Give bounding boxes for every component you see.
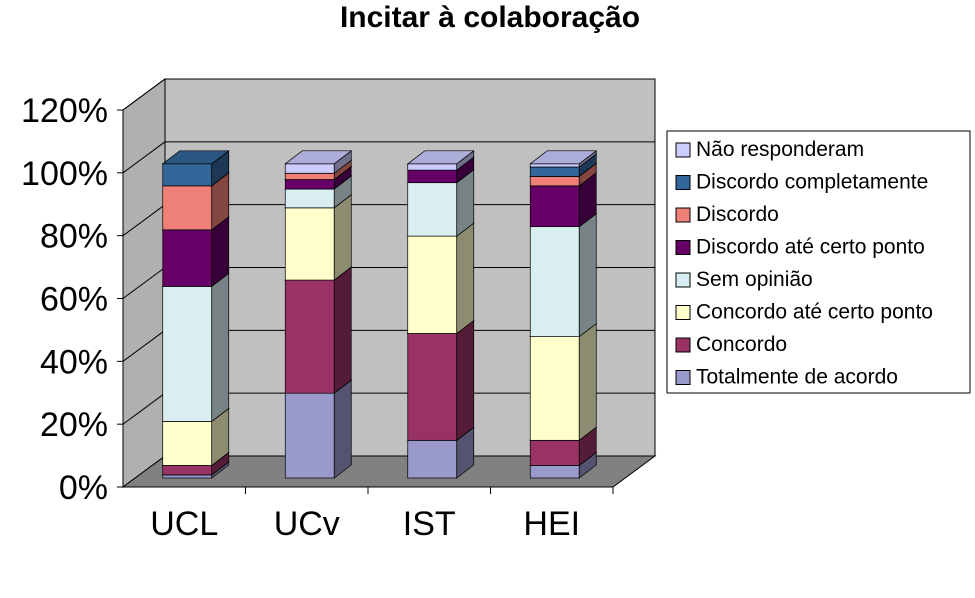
bar-front <box>284 163 335 174</box>
legend-label: Discordo até certo ponto <box>696 236 925 259</box>
bar-front <box>407 163 458 171</box>
bar-front <box>529 439 580 466</box>
bar-segment <box>161 407 230 467</box>
bar-segment <box>284 266 353 394</box>
bar-side <box>211 272 230 423</box>
bar-front <box>162 474 213 479</box>
gridline-side <box>122 141 166 174</box>
legend-swatch <box>675 175 691 190</box>
bar-front <box>162 286 213 422</box>
bar-side <box>578 212 597 338</box>
bar-front <box>162 163 213 187</box>
gridline-side <box>122 329 166 362</box>
legend-swatch <box>675 370 691 385</box>
bar-front <box>529 226 580 337</box>
legend-label: Discordo completamente <box>696 171 928 194</box>
legend-swatch <box>675 337 691 353</box>
bar-front <box>284 172 335 180</box>
gridline-side <box>122 78 166 111</box>
bar-side <box>456 319 475 442</box>
y-tick-label: 40% <box>40 343 108 381</box>
y-tick-label: 100% <box>21 155 108 193</box>
bar-segment <box>161 272 230 423</box>
bar-segment <box>406 150 475 171</box>
bar-front <box>529 185 580 228</box>
y-tick-label: 80% <box>40 218 108 256</box>
legend-label: Totalmente de acordo <box>696 366 898 389</box>
bar-segment <box>529 212 598 338</box>
bar-segment <box>284 150 353 174</box>
y-tick-label: 120% <box>21 92 108 130</box>
bar-top <box>161 150 230 165</box>
bar-front <box>529 336 580 441</box>
bar-top <box>284 150 353 165</box>
bar-front <box>407 333 458 441</box>
bar-side <box>578 322 597 442</box>
bar-top <box>406 150 475 165</box>
bar-front <box>162 185 213 231</box>
bar-front <box>529 166 580 177</box>
chart-title: Incitar à colaboração <box>340 1 640 34</box>
legend-swatch <box>675 240 691 255</box>
bar-front <box>284 179 335 190</box>
bar-segment <box>406 222 475 335</box>
legend-swatch <box>675 305 691 320</box>
legend-swatch <box>675 207 691 223</box>
y-tick-label: 0% <box>59 469 108 507</box>
legend-label: Não responderam <box>696 138 864 161</box>
bar-front <box>162 229 213 287</box>
bar-front <box>407 169 458 184</box>
legend-swatch <box>675 142 691 158</box>
bar-front <box>284 392 335 479</box>
bar-side <box>333 266 352 394</box>
bar-front <box>162 465 213 476</box>
bar-segment <box>406 319 475 442</box>
y-tick-label: 20% <box>40 406 108 444</box>
x-tick-label: HEI <box>523 505 580 543</box>
legend: Não responderam Discordo completamente Dis… <box>666 130 971 394</box>
y-tick-label: 60% <box>40 281 108 319</box>
bar-side <box>333 379 352 479</box>
bar-segment <box>284 379 353 479</box>
gridline-side <box>122 204 166 237</box>
bar-front <box>529 465 580 479</box>
bar-segment <box>529 322 598 442</box>
bar-front <box>529 163 580 168</box>
legend-swatch <box>675 272 691 288</box>
bar-front <box>529 176 580 187</box>
legend-label: Concordo <box>696 333 787 356</box>
bar-front <box>284 279 335 394</box>
gridline-side <box>122 267 166 299</box>
bar-front <box>407 235 458 334</box>
plot-area: 0% 20% 40% 60% 80% 100% 120% UCL UCv IST HEI <box>21 78 657 543</box>
bar-segment <box>161 150 230 187</box>
bar-front <box>407 439 458 479</box>
legend-label: Concordo até certo ponto <box>696 301 933 324</box>
x-tick-label: UCL <box>150 505 218 543</box>
x-tick-label: IST <box>403 505 456 543</box>
x-tick-label: UCv <box>274 505 340 543</box>
bar-front <box>162 421 213 466</box>
bar-front <box>284 207 335 281</box>
bar-segment <box>529 150 598 168</box>
legend-label: Sem opinião <box>696 268 813 291</box>
gridline-side <box>122 392 166 425</box>
bar-side <box>456 222 475 335</box>
legend-box <box>666 130 971 394</box>
bar-top <box>529 150 598 165</box>
bar-front <box>284 188 335 209</box>
bar-front <box>407 182 458 237</box>
legend-label: Discordo <box>696 203 779 226</box>
bar-side <box>333 194 352 281</box>
